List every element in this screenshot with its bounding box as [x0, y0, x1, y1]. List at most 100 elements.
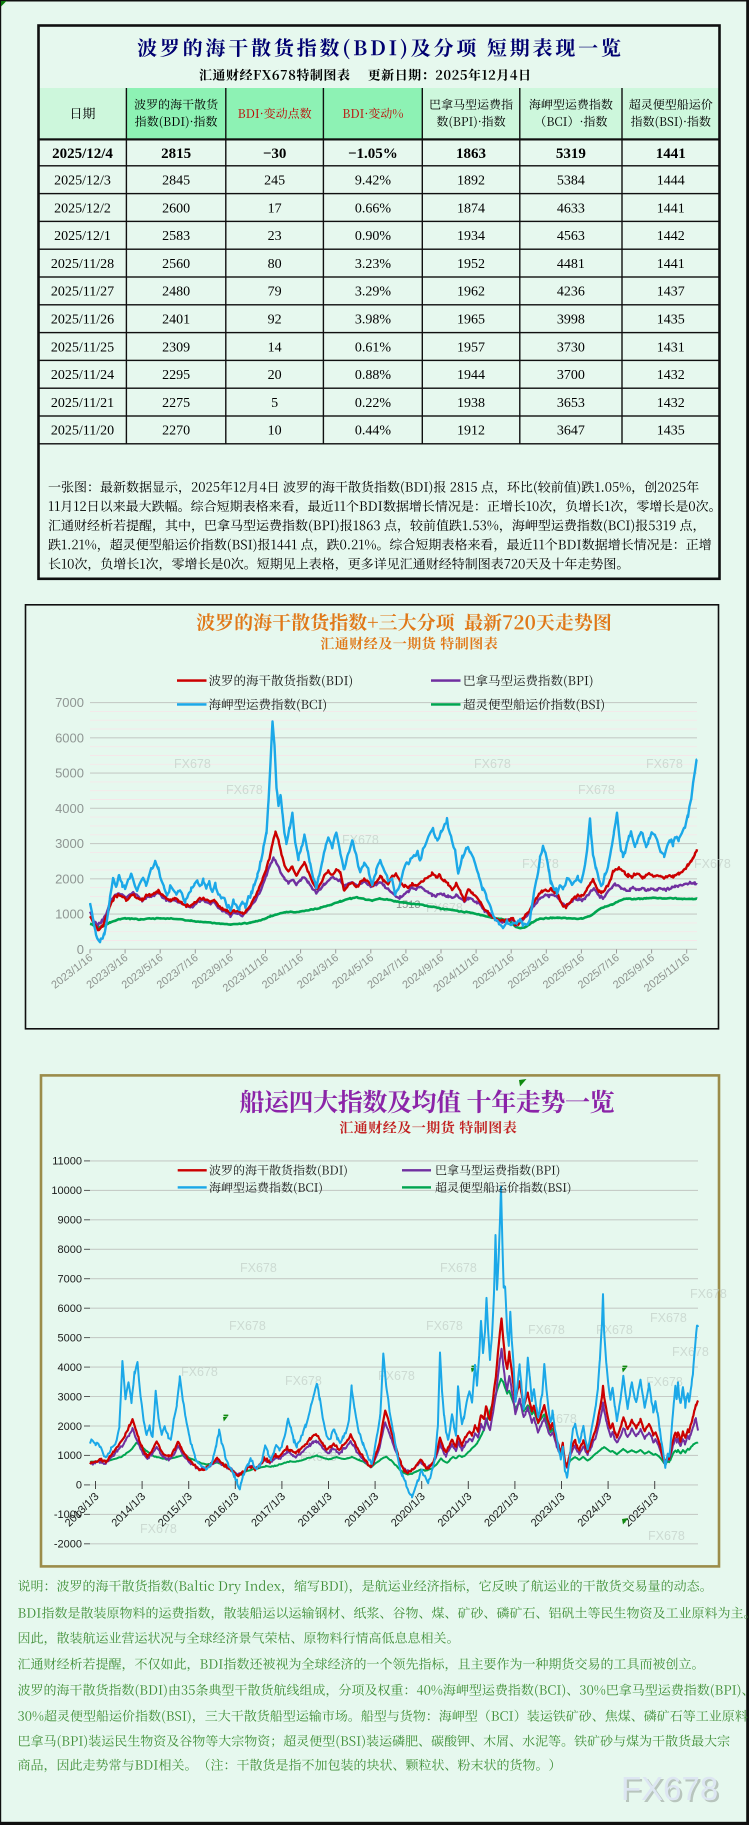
- svg-text:5384: 5384: [557, 174, 585, 189]
- svg-text:1892: 1892: [457, 174, 485, 189]
- svg-text:FX678: FX678: [474, 757, 511, 771]
- svg-text:FX678: FX678: [528, 1323, 565, 1337]
- svg-text:3998: 3998: [557, 313, 585, 328]
- svg-text:FX678: FX678: [650, 1311, 687, 1325]
- svg-text:1912: 1912: [457, 424, 485, 439]
- svg-text:2000: 2000: [55, 871, 84, 886]
- svg-text:2401: 2401: [162, 313, 190, 328]
- svg-text:2295: 2295: [162, 368, 190, 383]
- svg-text:FX678: FX678: [174, 757, 211, 771]
- svg-text:10: 10: [268, 424, 282, 439]
- svg-text:3000: 3000: [55, 836, 84, 851]
- svg-text:1957: 1957: [457, 340, 485, 355]
- svg-text:6000: 6000: [58, 1303, 82, 1315]
- svg-text:−1.05%: −1.05%: [348, 146, 398, 162]
- svg-text:1944: 1944: [457, 368, 485, 383]
- svg-text:3.98%: 3.98%: [355, 313, 392, 328]
- svg-text:3000: 3000: [58, 1391, 82, 1403]
- svg-text:4481: 4481: [557, 257, 585, 272]
- svg-text:2845: 2845: [162, 174, 190, 189]
- svg-text:0: 0: [76, 1480, 82, 1492]
- svg-text:FX678: FX678: [646, 1375, 683, 1389]
- svg-text:0.90%: 0.90%: [355, 229, 392, 244]
- svg-text:0.44%: 0.44%: [355, 424, 392, 439]
- svg-text:2025/11/21: 2025/11/21: [51, 396, 114, 411]
- svg-text:0.88%: 0.88%: [355, 368, 392, 383]
- svg-text:1435: 1435: [657, 424, 685, 439]
- svg-text:4000: 4000: [55, 801, 84, 816]
- svg-text:11000: 11000: [52, 1156, 82, 1168]
- svg-text:FX678: FX678: [648, 1529, 685, 1543]
- svg-text:1000: 1000: [55, 907, 84, 922]
- svg-text:1435: 1435: [657, 313, 685, 328]
- svg-text:FX678: FX678: [181, 1365, 218, 1379]
- svg-text:FX678: FX678: [426, 1319, 463, 1333]
- svg-text:5000: 5000: [55, 766, 84, 781]
- svg-text:2025/11/20: 2025/11/20: [51, 424, 114, 439]
- svg-text:0.22%: 0.22%: [355, 396, 392, 411]
- svg-text:4236: 4236: [557, 285, 585, 300]
- svg-text:2480: 2480: [162, 285, 190, 300]
- svg-text:FX678: FX678: [342, 833, 379, 847]
- svg-text:4000: 4000: [58, 1362, 82, 1374]
- svg-text:1874: 1874: [457, 201, 485, 216]
- svg-text:FX678: FX678: [690, 1287, 727, 1301]
- svg-text:5000: 5000: [58, 1332, 82, 1344]
- svg-text:79: 79: [268, 285, 282, 300]
- svg-text:FX678: FX678: [694, 857, 731, 871]
- svg-text:1432: 1432: [657, 396, 685, 411]
- svg-text:1442: 1442: [657, 229, 685, 244]
- svg-text:FX678: FX678: [285, 1374, 322, 1388]
- svg-text:2815: 2815: [161, 146, 191, 162]
- svg-text:FX678: FX678: [229, 1319, 266, 1333]
- svg-text:2275: 2275: [162, 396, 190, 411]
- svg-text:3700: 3700: [557, 368, 585, 383]
- svg-text:FX678: FX678: [140, 1522, 177, 1536]
- svg-text:9.42%: 9.42%: [355, 174, 392, 189]
- svg-text:1441: 1441: [657, 201, 685, 216]
- svg-text:92: 92: [268, 313, 282, 328]
- svg-text:1432: 1432: [657, 368, 685, 383]
- svg-text:1934: 1934: [457, 229, 485, 244]
- svg-text:2583: 2583: [162, 229, 190, 244]
- svg-text:2025/11/28: 2025/11/28: [51, 257, 114, 272]
- svg-text:1952: 1952: [457, 257, 485, 272]
- svg-text:2560: 2560: [162, 257, 190, 272]
- svg-text:1965: 1965: [457, 313, 485, 328]
- svg-text:20: 20: [268, 368, 282, 383]
- svg-text:2025/11/25: 2025/11/25: [51, 340, 114, 355]
- svg-text:2309: 2309: [162, 340, 190, 355]
- svg-text:8000: 8000: [58, 1244, 82, 1256]
- svg-text:2025/12/4: 2025/12/4: [52, 146, 113, 162]
- svg-text:-1000: -1000: [54, 1509, 82, 1521]
- svg-text:2270: 2270: [162, 424, 190, 439]
- svg-text:1000: 1000: [58, 1450, 82, 1462]
- svg-text:1863: 1863: [456, 146, 486, 162]
- svg-text:0.66%: 0.66%: [355, 201, 392, 216]
- svg-text:1938: 1938: [457, 396, 485, 411]
- svg-text:1444: 1444: [657, 174, 685, 189]
- svg-text:3.23%: 3.23%: [355, 257, 392, 272]
- svg-text:1437: 1437: [657, 285, 685, 300]
- svg-text:FX678: FX678: [621, 1770, 718, 1807]
- svg-text:3.29%: 3.29%: [355, 285, 392, 300]
- svg-text:0.61%: 0.61%: [355, 340, 392, 355]
- svg-text:2025/11/27: 2025/11/27: [51, 285, 114, 300]
- svg-text:1441: 1441: [656, 146, 686, 162]
- svg-text:7000: 7000: [55, 695, 84, 710]
- svg-text:-2000: -2000: [54, 1539, 82, 1551]
- svg-text:80: 80: [268, 257, 282, 272]
- svg-text:4563: 4563: [557, 229, 585, 244]
- svg-text:5: 5: [271, 396, 278, 411]
- svg-text:−30: −30: [263, 146, 287, 162]
- svg-text:3647: 3647: [557, 424, 585, 439]
- svg-text:FX678: FX678: [672, 1345, 709, 1359]
- svg-text:1441: 1441: [657, 257, 685, 272]
- svg-text:4633: 4633: [557, 201, 585, 216]
- svg-text:2025/12/1: 2025/12/1: [54, 229, 111, 244]
- svg-text:2025/11/26: 2025/11/26: [51, 313, 114, 328]
- svg-text:FX678: FX678: [578, 783, 615, 797]
- svg-text:FX678: FX678: [440, 1261, 477, 1275]
- svg-text:FX678: FX678: [623, 1772, 720, 1809]
- svg-text:17: 17: [268, 201, 282, 216]
